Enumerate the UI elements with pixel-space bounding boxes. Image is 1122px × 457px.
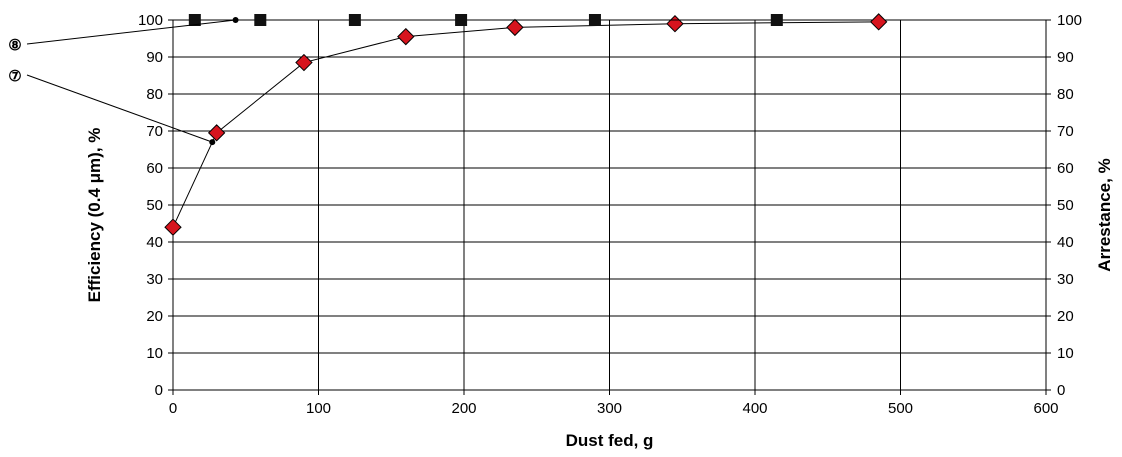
left-y-tick-label: 80 [146,86,163,103]
callout-target-dot [209,139,216,146]
left-y-tick-label: 30 [146,271,163,288]
data-series [164,13,888,236]
left-y-tick-label: 40 [146,234,163,251]
left-y-axis-title: Efficiency (0.4 μm), % [85,128,104,303]
callout-target-dot [232,17,239,23]
right-y-tick-label: 70 [1057,123,1074,140]
series-line-1 [172,21,879,228]
left-y-tick-label: 0 [155,382,163,399]
callout-leader-line [26,19,236,45]
x-tick-label: 0 [169,400,177,417]
square-point [348,14,361,26]
gridlines [172,19,1047,391]
left-y-tick-label: 20 [146,308,163,325]
diamond-point [506,18,524,37]
right-y-tick-label: 30 [1057,271,1074,288]
diamond-point [164,218,182,236]
callout-label: ⑦ [8,68,21,85]
right-y-tick-label: 100 [1057,12,1082,29]
left-y-tick-label: 10 [146,345,163,362]
left-y-tick-label: 70 [146,123,163,140]
diamond-point [869,13,888,31]
left-y-tick-label: 50 [146,197,163,214]
callout-leader-line [26,74,213,143]
x-tick-label: 100 [306,400,331,417]
diamond-point [666,14,684,33]
right-y-tick-label: 90 [1057,49,1074,66]
right-y-tick-label: 20 [1057,308,1074,325]
square-point [188,14,201,26]
x-tick-label: 200 [451,400,476,417]
x-axis-title: Dust fed, g [566,431,654,450]
x-tick-label: 500 [888,400,913,417]
right-y-tick-label: 0 [1057,382,1065,399]
diamond-point [207,124,226,142]
right-y-tick-label: 50 [1057,197,1074,214]
square-point [455,14,468,26]
left-y-tick-label: 60 [146,160,163,177]
diamond-point [397,27,415,46]
right-y-tick-label: 60 [1057,160,1074,177]
right-y-axis-title: Arrestance, % [1095,158,1114,271]
x-tick-label: 300 [597,400,622,417]
callouts: ⑧⑦ [8,17,239,146]
left-y-tick-label: 90 [146,49,163,66]
right-y-tick-label: 10 [1057,345,1074,362]
x-tick-label: 600 [1033,400,1058,417]
diamond-point [295,53,313,72]
square-point [588,14,601,26]
square-point [770,14,783,26]
left-y-tick-label: 100 [138,12,163,29]
square-point [254,14,267,26]
x-tick-label: 400 [742,400,767,417]
callout-label: ⑧ [8,37,21,54]
right-y-tick-label: 80 [1057,86,1074,103]
right-y-tick-label: 40 [1057,234,1074,251]
